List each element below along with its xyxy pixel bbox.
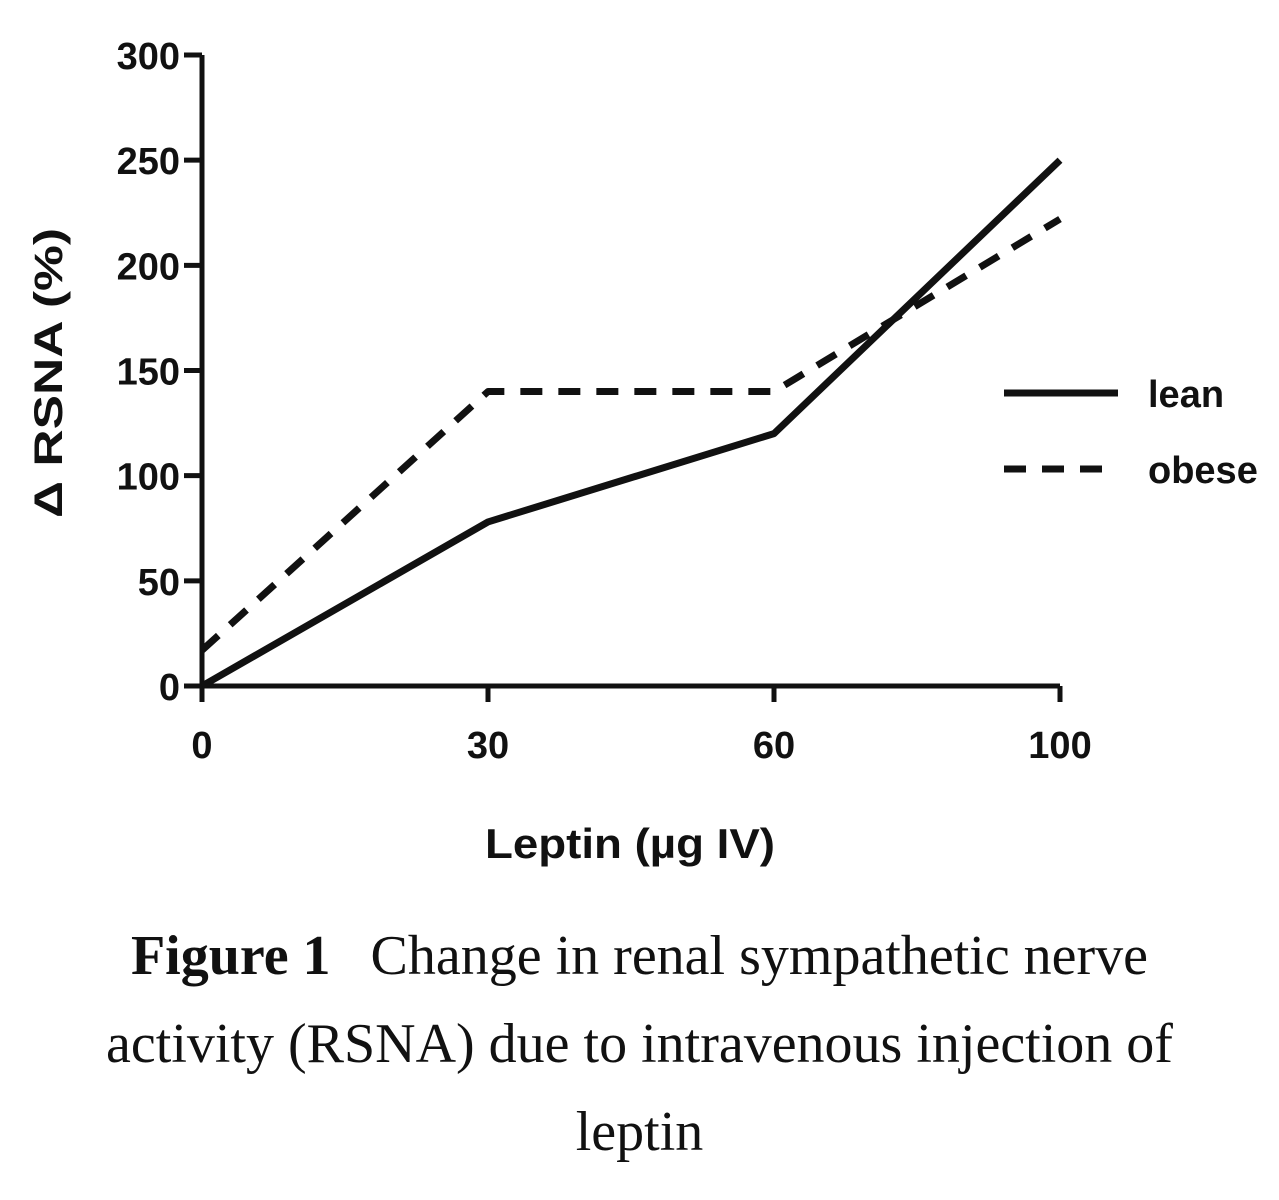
y-tick-label: 250 <box>117 141 180 183</box>
series-line-lean <box>200 157 1063 690</box>
figure-label: Figure 1 <box>130 925 331 987</box>
x-tick-label: 0 <box>191 725 212 767</box>
y-axis-label: Δ RSNA (%) <box>27 228 71 518</box>
y-tick-label: 200 <box>117 246 180 288</box>
series-line-obese <box>199 216 1062 653</box>
series-layer <box>199 157 1063 690</box>
x-tick-label: 100 <box>1028 725 1091 767</box>
line-chart: 0 50 100 150 200 250 300 0 30 60 100 lean obese Lep… <box>27 36 1258 867</box>
y-tick-label: 100 <box>117 457 180 499</box>
y-tick-label: 300 <box>117 36 180 78</box>
legend-label-obese: obese <box>1148 450 1258 492</box>
x-tick-label: 60 <box>753 725 795 767</box>
y-tick-label: 0 <box>159 667 180 709</box>
x-axis-label: Leptin (µg IV) <box>485 820 775 867</box>
figure-caption-text: Change in renal sympathetic nerve activi… <box>106 925 1173 1163</box>
x-tick-label: 30 <box>467 725 509 767</box>
axes: 0 50 100 150 200 250 300 0 30 60 100 <box>117 36 1092 767</box>
figure-caption: Figure 1 Change in renal sympathetic nerv… <box>40 912 1239 1176</box>
legend-label-lean: lean <box>1148 374 1224 416</box>
legend: lean obese <box>1004 374 1258 492</box>
y-tick-label: 150 <box>117 352 180 394</box>
y-tick-label: 50 <box>138 562 180 604</box>
